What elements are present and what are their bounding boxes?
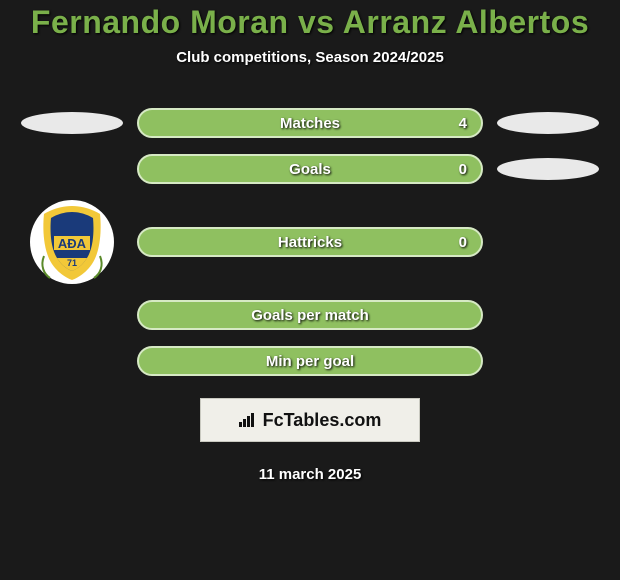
comparison-card: Fernando Moran vs Arranz Albertos Club c… xyxy=(0,0,620,580)
svg-text:AÐA: AÐA xyxy=(58,236,87,251)
stat-right-value: 0 xyxy=(459,161,467,178)
stat-label: Matches xyxy=(151,115,469,132)
title-vs: vs xyxy=(298,4,335,40)
stat-row-goals: Goals 0 xyxy=(0,154,620,184)
brand-box: FcTables.com xyxy=(200,398,420,442)
stat-pill: Goals 0 xyxy=(137,154,483,184)
subtitle: Club competitions, Season 2024/2025 xyxy=(0,49,620,66)
stat-label: Goals xyxy=(151,161,469,178)
stat-pill: Goals per match xyxy=(137,300,483,330)
left-slot-2: AÐA 71 xyxy=(7,200,137,284)
right-slot-1 xyxy=(483,158,613,180)
left-club-badge: AÐA 71 xyxy=(30,200,114,284)
svg-text:71: 71 xyxy=(67,258,77,268)
stat-right-value: 4 xyxy=(459,115,467,132)
stat-label: Goals per match xyxy=(151,307,469,324)
stat-row-mpg: Min per goal xyxy=(0,346,620,376)
stat-row-gpm: Goals per match xyxy=(0,300,620,330)
date-text: 11 march 2025 xyxy=(0,466,620,483)
bars-icon xyxy=(239,413,257,427)
stat-right-value: 0 xyxy=(459,234,467,251)
right-placeholder-oval xyxy=(497,158,599,180)
stat-pill: Hattricks 0 xyxy=(137,227,483,257)
title-left-name: Fernando Moran xyxy=(31,4,289,40)
stats-container: Matches 4 Goals 0 xyxy=(0,108,620,376)
title-right-name: Arranz Albertos xyxy=(343,4,589,40)
stat-pill: Min per goal xyxy=(137,346,483,376)
stat-label: Hattricks xyxy=(151,234,469,251)
brand-text: FcTables.com xyxy=(263,410,382,431)
right-placeholder-oval xyxy=(497,112,599,134)
club-crest-icon: AÐA 71 xyxy=(30,200,114,284)
right-slot-0 xyxy=(483,112,613,134)
left-placeholder-oval xyxy=(21,112,123,134)
stat-row-hattricks: AÐA 71 Hattricks 0 xyxy=(0,200,620,284)
stat-row-matches: Matches 4 xyxy=(0,108,620,138)
stat-pill: Matches 4 xyxy=(137,108,483,138)
page-title: Fernando Moran vs Arranz Albertos xyxy=(0,4,620,41)
stat-label: Min per goal xyxy=(151,353,469,370)
left-slot-0 xyxy=(7,112,137,134)
